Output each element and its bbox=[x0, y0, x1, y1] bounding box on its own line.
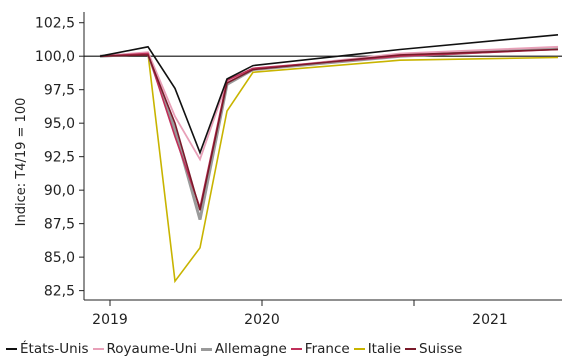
y-tick-label: 97,5 bbox=[44, 83, 75, 99]
legend-item: Suisse bbox=[405, 341, 462, 357]
legend-label: Suisse bbox=[419, 341, 463, 357]
y-tick-label: 100,0 bbox=[35, 49, 75, 65]
legend-label: Allemagne bbox=[214, 341, 287, 357]
legend-swatch bbox=[6, 348, 17, 350]
legend-label: France bbox=[304, 341, 350, 357]
series-line-france bbox=[99, 48, 559, 211]
plot-area: 82,5 85,0 87,5 90,0 92,5 95,0 97,5 100,0 102,5 20… bbox=[35, 12, 562, 328]
legend-item: Allemagne bbox=[200, 341, 287, 357]
y-tick-label: 90,0 bbox=[44, 183, 75, 199]
legend-item: France bbox=[290, 341, 350, 357]
legend-swatch bbox=[290, 348, 302, 350]
series-line-royaume-uni bbox=[99, 45, 559, 162]
series-line--tats-unis bbox=[99, 34, 559, 155]
legend-swatch bbox=[353, 348, 365, 350]
legend-item: Royaume-Uni bbox=[92, 341, 197, 357]
y-tick-label: 82,5 bbox=[44, 284, 75, 300]
x-tick-label: 2020 bbox=[244, 312, 280, 328]
legend-swatch bbox=[92, 348, 104, 350]
y-tick-label: 92,5 bbox=[44, 150, 75, 166]
series-line-suisse bbox=[99, 48, 559, 211]
series-line-italie bbox=[99, 52, 559, 284]
legend-swatch bbox=[200, 347, 212, 351]
x-tick-label: 2019 bbox=[92, 312, 128, 328]
x-tick-label: 2021 bbox=[472, 312, 508, 328]
legend-label: Italie bbox=[367, 341, 402, 357]
series-line-allemagne bbox=[99, 46, 559, 221]
legend-item: États-Unis bbox=[6, 341, 89, 357]
y-tick-label: 85,0 bbox=[44, 250, 75, 266]
legend: États-Unis Royaume-Uni Allemagne France Ital… bbox=[6, 340, 466, 358]
y-tick-label: 87,5 bbox=[44, 217, 75, 233]
legend-label: Royaume-Uni bbox=[106, 341, 197, 357]
y-tick-label: 102,5 bbox=[35, 16, 75, 32]
legend-swatch bbox=[405, 348, 417, 350]
legend-item: Italie bbox=[353, 341, 402, 357]
legend-label: États-Unis bbox=[20, 341, 89, 357]
line-chart: Indice: T4/19 = 100 82,5 85,0 87,5 90,0 92,5… bbox=[14, 12, 562, 328]
y-tick-label: 95,0 bbox=[44, 116, 75, 132]
y-axis-label: Indice: T4/19 = 100 bbox=[14, 98, 29, 227]
